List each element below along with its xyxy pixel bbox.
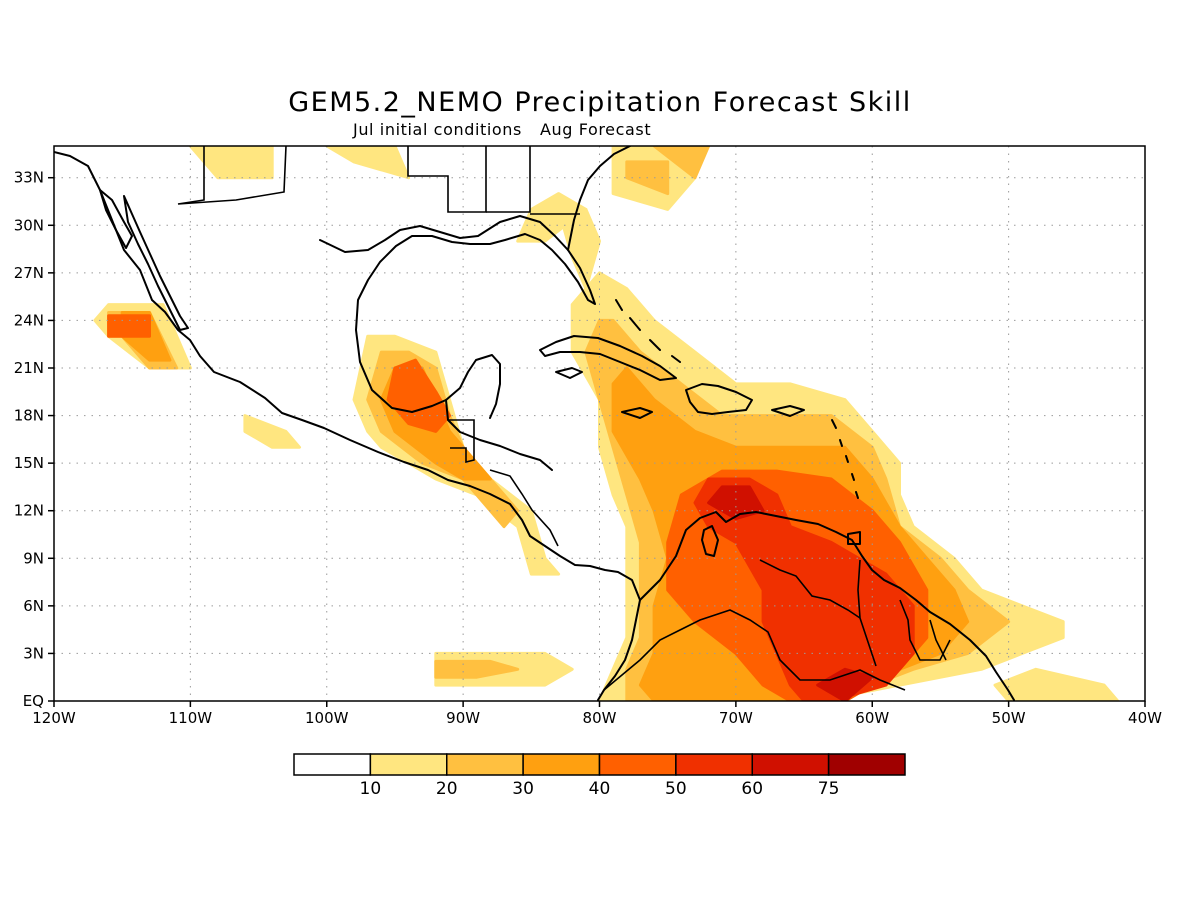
colorbar-tick-label: 75: [818, 779, 840, 799]
colorbar-tick-label: 50: [665, 779, 687, 799]
lon-tick-label: 60W: [855, 709, 889, 727]
lat-tick-label: 27N: [14, 264, 44, 282]
map-subtitle-initial-conditions: Jul initial conditions: [352, 120, 522, 139]
political-borders: [177, 146, 951, 691]
colorbar-swatch: [446, 753, 524, 776]
longitude-axis: 120W 110W 100W 90W 80W 70W 60W 50W 40W: [32, 701, 1162, 727]
lon-tick-label: 100W: [305, 709, 349, 727]
lon-tick-label: 110W: [169, 709, 213, 727]
lat-tick-label: 33N: [14, 169, 44, 187]
lon-tick-label: 70W: [719, 709, 753, 727]
map-plot-area: [54, 146, 1145, 701]
latitude-axis: EQ 3N 6N 9N 12N 15N 18N 21N 24N 27N 30N 33N: [14, 169, 54, 710]
lon-tick-label: 120W: [32, 709, 76, 727]
lat-tick-label: 30N: [14, 216, 44, 234]
colorbar-swatch: [369, 753, 448, 776]
skill-region-level-2: [652, 146, 711, 180]
lon-tick-label: 40W: [1128, 709, 1162, 727]
lat-tick-label: 9N: [23, 549, 44, 567]
lon-tick-label: 90W: [446, 709, 480, 727]
lat-lon-gridlines: [54, 146, 1145, 701]
colorbar-swatch: [598, 753, 677, 776]
skill-region-level-1: [993, 667, 1120, 701]
colorbar-tick-label: 40: [589, 779, 611, 799]
skill-region-level-4: [107, 314, 151, 338]
colorbar-swatch: [293, 753, 372, 776]
colorbar-legend: 10 20 30 40 50 60 75: [293, 753, 906, 799]
lat-tick-label: 18N: [14, 407, 44, 425]
colorbar-swatch: [675, 753, 753, 776]
skill-region-level-1: [243, 414, 301, 449]
lon-tick-label: 80W: [583, 709, 617, 727]
lat-tick-label: 12N: [14, 502, 44, 520]
lat-tick-label: 6N: [23, 597, 44, 615]
coastlines-and-borders: [54, 146, 1015, 701]
lat-tick-label: 24N: [14, 311, 44, 329]
lon-tick-label: 50W: [992, 709, 1026, 727]
colorbar-swatch: [751, 753, 830, 776]
skill-region-level-6: [816, 667, 874, 701]
lat-tick-label: 21N: [14, 359, 44, 377]
map-subtitle-forecast-month: Aug Forecast: [540, 120, 651, 139]
lat-tick-label: EQ: [23, 692, 44, 710]
colorbar-swatch: [522, 753, 601, 776]
colorbar-swatch: [827, 753, 906, 776]
colorbar-tick-label: 60: [741, 779, 763, 799]
lat-tick-label: 15N: [14, 454, 44, 472]
skill-region-level-1: [325, 146, 411, 180]
lat-tick-label: 3N: [23, 644, 44, 662]
skill-region-level-4: [386, 358, 451, 433]
map-title: GEM5.2_NEMO Precipitation Forecast Skill: [288, 87, 912, 118]
colorbar-tick-label: 10: [360, 779, 382, 799]
colorbar-tick-label: 30: [512, 779, 534, 799]
colorbar-tick-label: 20: [436, 779, 458, 799]
skill-region-level-2: [434, 659, 520, 679]
